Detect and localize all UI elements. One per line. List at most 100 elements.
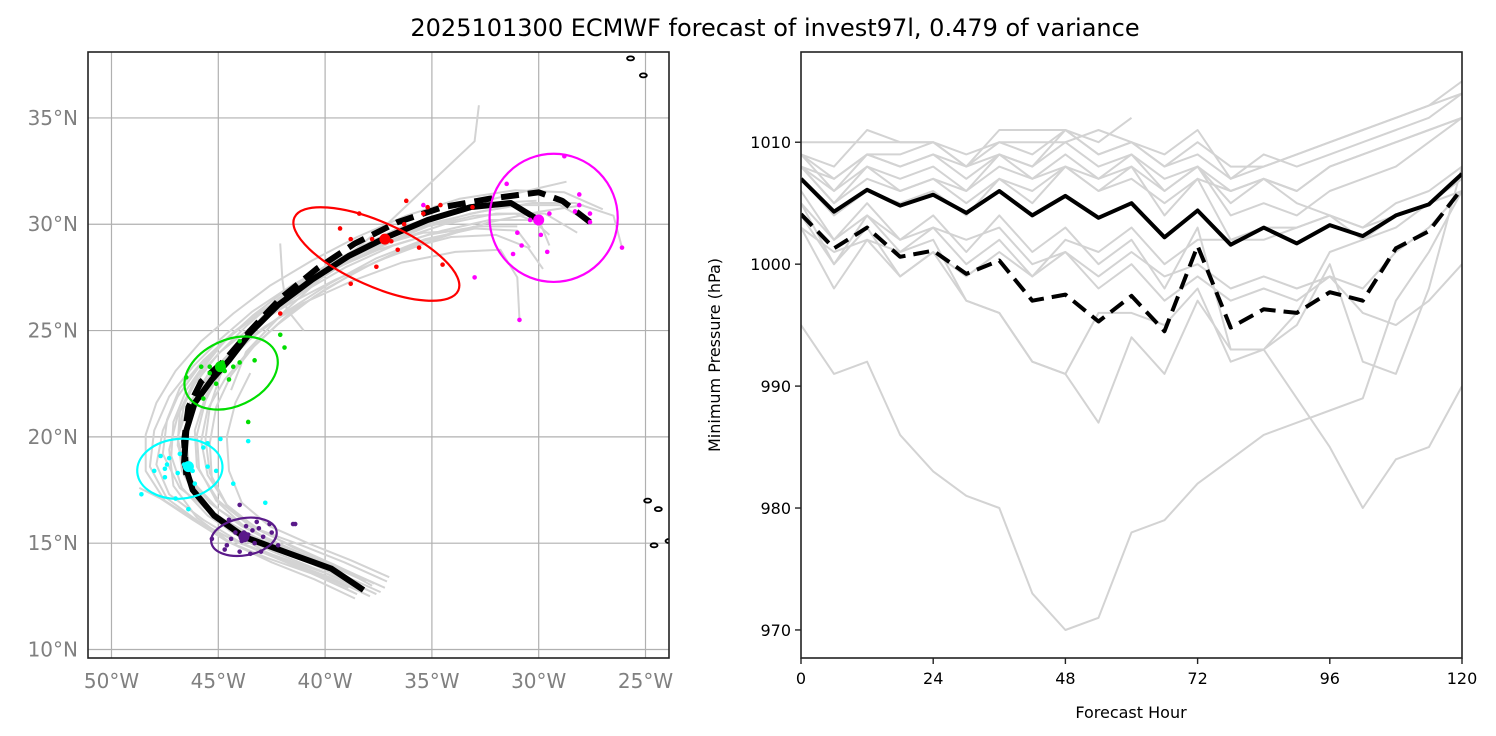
x-tick-label: 0 xyxy=(796,669,806,688)
member-position-dot xyxy=(175,470,181,476)
member-position-dot xyxy=(401,221,407,227)
member-11-line xyxy=(801,92,1462,180)
member-position-dot xyxy=(162,474,168,480)
uncertainty-ellipse xyxy=(210,516,278,558)
member-position-dot xyxy=(230,481,236,486)
map-y-tick-label: 25°N xyxy=(28,319,78,343)
member-position-dot xyxy=(237,338,242,344)
member-position-dot xyxy=(186,506,191,512)
member-position-dot xyxy=(262,500,268,506)
cluster-center-dot xyxy=(214,361,226,373)
member-position-dot xyxy=(207,364,213,369)
member-position-dot xyxy=(572,209,578,214)
figure-title: 2025101300 ECMWF forecast of invest97l, … xyxy=(410,14,1139,42)
ensemble-mean-dashed-line xyxy=(801,187,1462,334)
map-x-tick-label: 45°W xyxy=(191,669,246,693)
uncertainty-ellipse xyxy=(183,335,279,411)
magenta-cluster xyxy=(421,152,625,323)
member-position-dot xyxy=(369,236,375,242)
member-14-line xyxy=(801,116,1462,205)
member-position-dot xyxy=(192,481,198,486)
member-position-dot xyxy=(504,181,509,187)
ensemble-mean-track-dashed xyxy=(181,189,592,476)
y-tick-label: 990 xyxy=(760,377,791,396)
member-track xyxy=(230,105,480,391)
member-position-dot xyxy=(250,528,255,533)
member-position-dot xyxy=(374,264,379,270)
pressure-ticks: 0 24 48 72 96 120 970 980 990 1000 1010 xyxy=(750,133,1477,688)
x-tick-label: 48 xyxy=(1055,669,1075,688)
member-position-dot xyxy=(421,202,426,208)
cluster-center-dot xyxy=(379,233,391,245)
y-tick-label: 980 xyxy=(760,499,791,518)
green-cluster xyxy=(183,332,287,425)
cape-verde-island-2 xyxy=(653,506,663,513)
member-position-dot xyxy=(348,236,354,242)
member-position-dot xyxy=(233,530,238,535)
member-position-dot xyxy=(213,468,219,474)
member-position-dot xyxy=(277,332,283,338)
red-cluster xyxy=(277,198,475,316)
member-position-dot xyxy=(619,245,625,250)
member-position-dot xyxy=(213,381,219,387)
x-tick-label: 72 xyxy=(1187,669,1207,688)
member-position-dot xyxy=(515,230,520,236)
map-x-tick-label: 25°W xyxy=(618,669,673,693)
member-position-dot xyxy=(440,262,445,267)
member-position-dot xyxy=(237,549,242,554)
cape-verde-island-1 xyxy=(643,497,653,504)
y-axis-label: Minimum Pressure (hPa) xyxy=(705,258,724,452)
member-position-dot xyxy=(252,358,257,363)
member-position-dot xyxy=(337,226,343,231)
member-position-dot xyxy=(260,534,266,540)
member-position-dot xyxy=(470,204,475,210)
map-x-tick-label: 30°W xyxy=(511,669,566,693)
member-position-dot xyxy=(201,396,206,401)
member-position-dot xyxy=(576,192,582,197)
cluster-center-dot xyxy=(533,214,545,226)
y-tick-label: 1000 xyxy=(750,255,791,274)
member-position-dot xyxy=(421,211,426,216)
map-x-tick-label: 40°W xyxy=(297,669,352,693)
member-position-dot xyxy=(517,317,522,323)
member-position-dot xyxy=(292,521,298,527)
member-position-dot xyxy=(538,232,544,238)
member-position-dot xyxy=(158,453,163,459)
cape-verde-island-4 xyxy=(664,538,669,544)
map-y-tick-label: 10°N xyxy=(28,637,78,661)
coastlines xyxy=(626,55,669,549)
cyan-cluster xyxy=(136,436,268,512)
member-position-dot xyxy=(425,204,430,210)
cluster-groups xyxy=(136,152,625,558)
pressure-mean-lines xyxy=(801,172,1462,334)
member-position-dot xyxy=(256,525,262,531)
member-track xyxy=(225,372,390,579)
member-15-line xyxy=(801,202,1462,327)
member-position-dot xyxy=(519,243,524,248)
cape-verde-island-3 xyxy=(649,542,659,549)
member-position-dot xyxy=(224,543,230,548)
map-y-tick-label: 30°N xyxy=(28,212,78,236)
member-position-dot xyxy=(438,202,443,208)
member-position-dot xyxy=(218,436,223,442)
member-position-dot xyxy=(269,530,274,535)
member-position-dot xyxy=(544,249,550,255)
member-position-dot xyxy=(151,468,157,474)
pressure-member-lines xyxy=(801,80,1462,631)
member-position-dot xyxy=(547,211,552,216)
member-position-dot xyxy=(237,502,242,508)
member-position-dot xyxy=(576,202,582,208)
azores-island-1 xyxy=(626,55,635,62)
member-position-dot xyxy=(228,536,234,542)
member-position-dot xyxy=(166,455,172,461)
y-tick-label: 1010 xyxy=(750,133,791,152)
member-position-dot xyxy=(472,275,477,280)
member-track xyxy=(138,487,354,594)
member-position-dot xyxy=(348,281,354,287)
member-position-dot xyxy=(416,245,422,250)
map-x-tick-label: 50°W xyxy=(84,669,139,693)
ensemble-mean-solid-line xyxy=(801,172,1462,247)
azores-island-2 xyxy=(638,72,648,79)
member-position-dot xyxy=(587,211,593,216)
member-13-line xyxy=(801,190,1462,302)
